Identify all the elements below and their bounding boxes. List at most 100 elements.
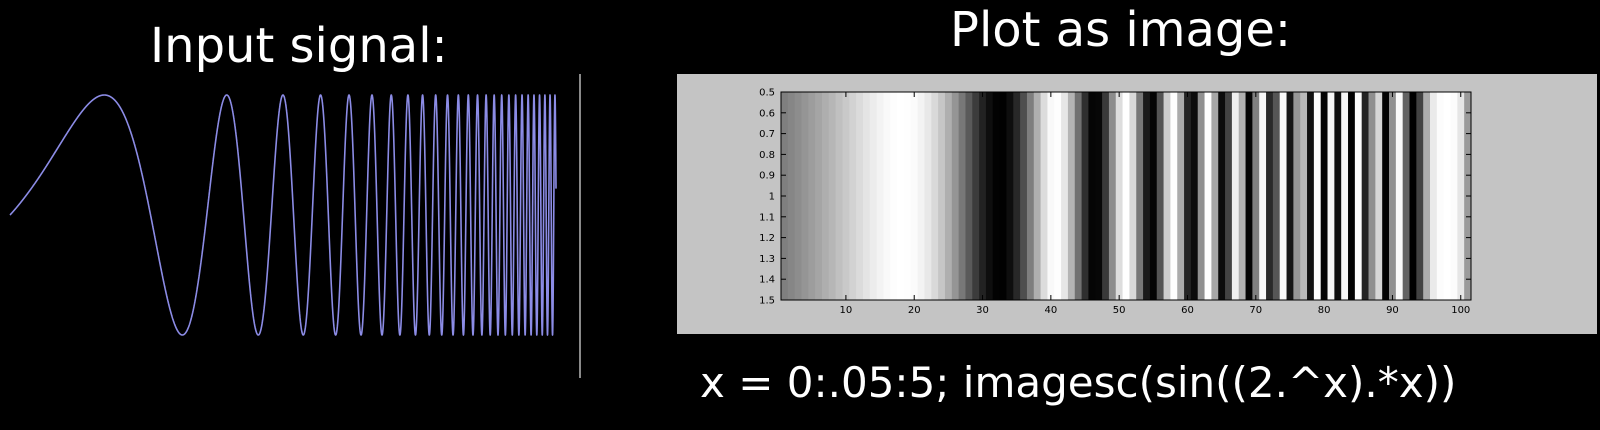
image-column [828,92,837,300]
image-column [972,92,980,300]
image-column [910,92,919,300]
image-column [787,92,796,300]
image-column [856,92,864,300]
image-column [1143,92,1151,300]
image-column [1136,92,1144,300]
image-column [1368,92,1376,300]
image-column [801,92,809,300]
image-column [1389,92,1397,300]
y-tick-label: 1.3 [759,254,775,265]
image-column [808,92,816,300]
image-column [1163,92,1171,300]
image-column [815,92,823,300]
image-column [1129,92,1137,300]
image-column [1361,92,1369,300]
plot-as-image-title: Plot as image: [950,2,1292,58]
image-column [1122,92,1130,300]
image-column [1190,92,1199,300]
image-column [938,92,946,300]
image-column [883,92,891,300]
image-column [1443,92,1451,300]
x-tick-label: 80 [1318,305,1331,316]
image-column [1047,92,1055,300]
image-column [1423,92,1431,300]
image-column [931,92,939,300]
image-column [958,92,966,300]
image-column [1040,92,1048,300]
code-caption: x = 0:.05:5; imagesc(sin((2.^x).*x)) [700,358,1457,407]
x-tick-label: 30 [976,305,989,316]
image-column [1115,92,1123,300]
image-column [1266,92,1274,300]
image-column [849,92,857,300]
image-column [842,92,850,300]
y-tick-label: 1.1 [759,212,775,223]
image-column [794,92,802,300]
image-column [869,92,878,300]
image-column [1102,92,1110,300]
image-column [985,92,994,300]
image-column [1197,92,1205,300]
image-column [1231,92,1240,300]
image-column [1327,92,1335,300]
image-column [821,92,830,300]
x-tick-label: 60 [1181,305,1194,316]
image-column [999,92,1007,300]
y-tick-label: 0.9 [759,171,775,182]
image-column [876,92,884,300]
image-column [1054,92,1062,300]
y-tick-label: 0.6 [759,108,775,119]
image-column [1341,92,1349,300]
y-tick-label: 0.8 [759,150,775,161]
image-column [1067,92,1076,300]
image-column [1348,92,1356,300]
image-column [992,92,1001,300]
image-column [1095,92,1103,300]
image-column [1300,92,1308,300]
image-column [1006,92,1014,300]
x-tick-label: 90 [1386,305,1399,316]
image-column [1416,92,1424,300]
image-column [1108,92,1117,300]
image-column [1395,92,1404,300]
signal-line [9,94,557,336]
y-tick-label: 0.5 [759,88,775,99]
image-column [1382,92,1390,300]
image-column [1177,92,1185,300]
image-column [1286,92,1294,300]
y-tick-label: 1.2 [759,233,775,244]
x-tick-label: 40 [1044,305,1057,316]
image-column [1184,92,1192,300]
image-column [944,92,953,300]
image-column [903,92,912,300]
image-column [1245,92,1253,300]
image-column [1430,92,1438,300]
y-tick-label: 1.5 [759,296,775,307]
image-column [1088,92,1096,300]
divider-line [579,74,581,378]
image-columns [781,92,1472,300]
image-column [1375,92,1383,300]
image-column [1409,92,1417,300]
input-signal-title: Input signal: [150,18,448,74]
image-column [1013,92,1021,300]
image-column [979,92,987,300]
image-column [1033,92,1041,300]
image-column [965,92,973,300]
x-tick-label: 70 [1249,305,1262,316]
x-tick-label: 20 [908,305,921,316]
image-column [1026,92,1035,300]
x-tick-label: 10 [840,305,853,316]
image-column [1156,92,1164,300]
image-column [862,92,871,300]
x-tick-label: 50 [1113,305,1126,316]
image-column [1252,92,1260,300]
image-column [1081,92,1089,300]
image-column [1204,92,1212,300]
image-column [1020,92,1028,300]
y-tick-label: 1 [769,192,775,203]
image-column [1074,92,1082,300]
image-column [897,92,905,300]
image-column [924,92,932,300]
image-column [890,92,898,300]
